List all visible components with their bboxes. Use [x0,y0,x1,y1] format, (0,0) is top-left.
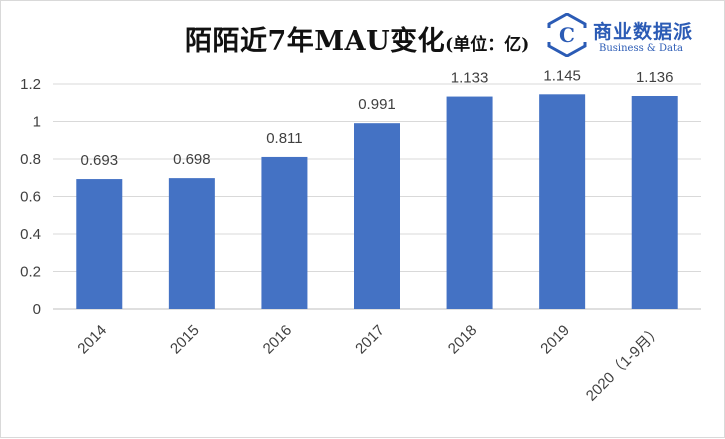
y-tick-label: 0.4 [20,226,41,243]
y-tick-label: 1 [33,114,41,131]
bar [631,96,678,309]
x-tick-label: 2020（1-9月） [583,322,666,405]
y-tick-label: 0.6 [20,189,41,206]
y-tick-label: 1.2 [20,76,41,93]
bar [76,179,123,309]
x-tick-label: 2018 [445,322,481,358]
x-tick-label: 2017 [352,322,388,358]
x-tick-label: 2019 [537,322,573,358]
data-label: 1.136 [636,69,674,86]
data-labels: 0.693 0.698 0.811 0.991 1.133 1.145 1.136 [81,67,674,169]
logo-name: 商业数据派 [593,21,694,43]
x-tick-label: 2014 [74,322,110,358]
y-tick-label: 0.2 [20,264,41,281]
bar [261,156,308,309]
data-label: 0.693 [81,152,119,169]
bar-series [76,94,678,309]
x-tick-label: 2016 [260,322,296,358]
chart-title-text: 陌陌近7年MAU变化 [185,26,446,57]
y-axis-ticks: 0 0.2 0.4 0.6 0.8 1 1.2 [20,76,41,318]
y-tick-label: 0.8 [20,151,41,168]
bar [446,96,493,309]
x-axis-ticks: 2014 2015 2016 2017 2018 2019 2020（1-9月） [74,322,665,405]
brand-logo: C 商业数据派 Business & Data [547,13,723,59]
logo-letter: C [559,23,575,47]
data-label: 0.698 [173,151,211,168]
x-tick-label: 2015 [167,322,203,358]
chart-title: 陌陌近7年MAU变化(单位：亿) [185,19,529,58]
logo-subtitle: Business & Data [599,43,683,54]
logo-mark-icon: C [547,13,587,57]
bar [354,123,400,309]
data-label: 1.145 [543,67,581,84]
bar [539,94,586,309]
y-tick-label: 0 [33,301,41,318]
data-label: 1.133 [451,70,489,87]
chart-title-unit: (单位：亿) [445,35,530,55]
data-label: 0.811 [266,130,302,147]
bar [168,178,215,309]
data-label: 0.991 [358,96,396,113]
